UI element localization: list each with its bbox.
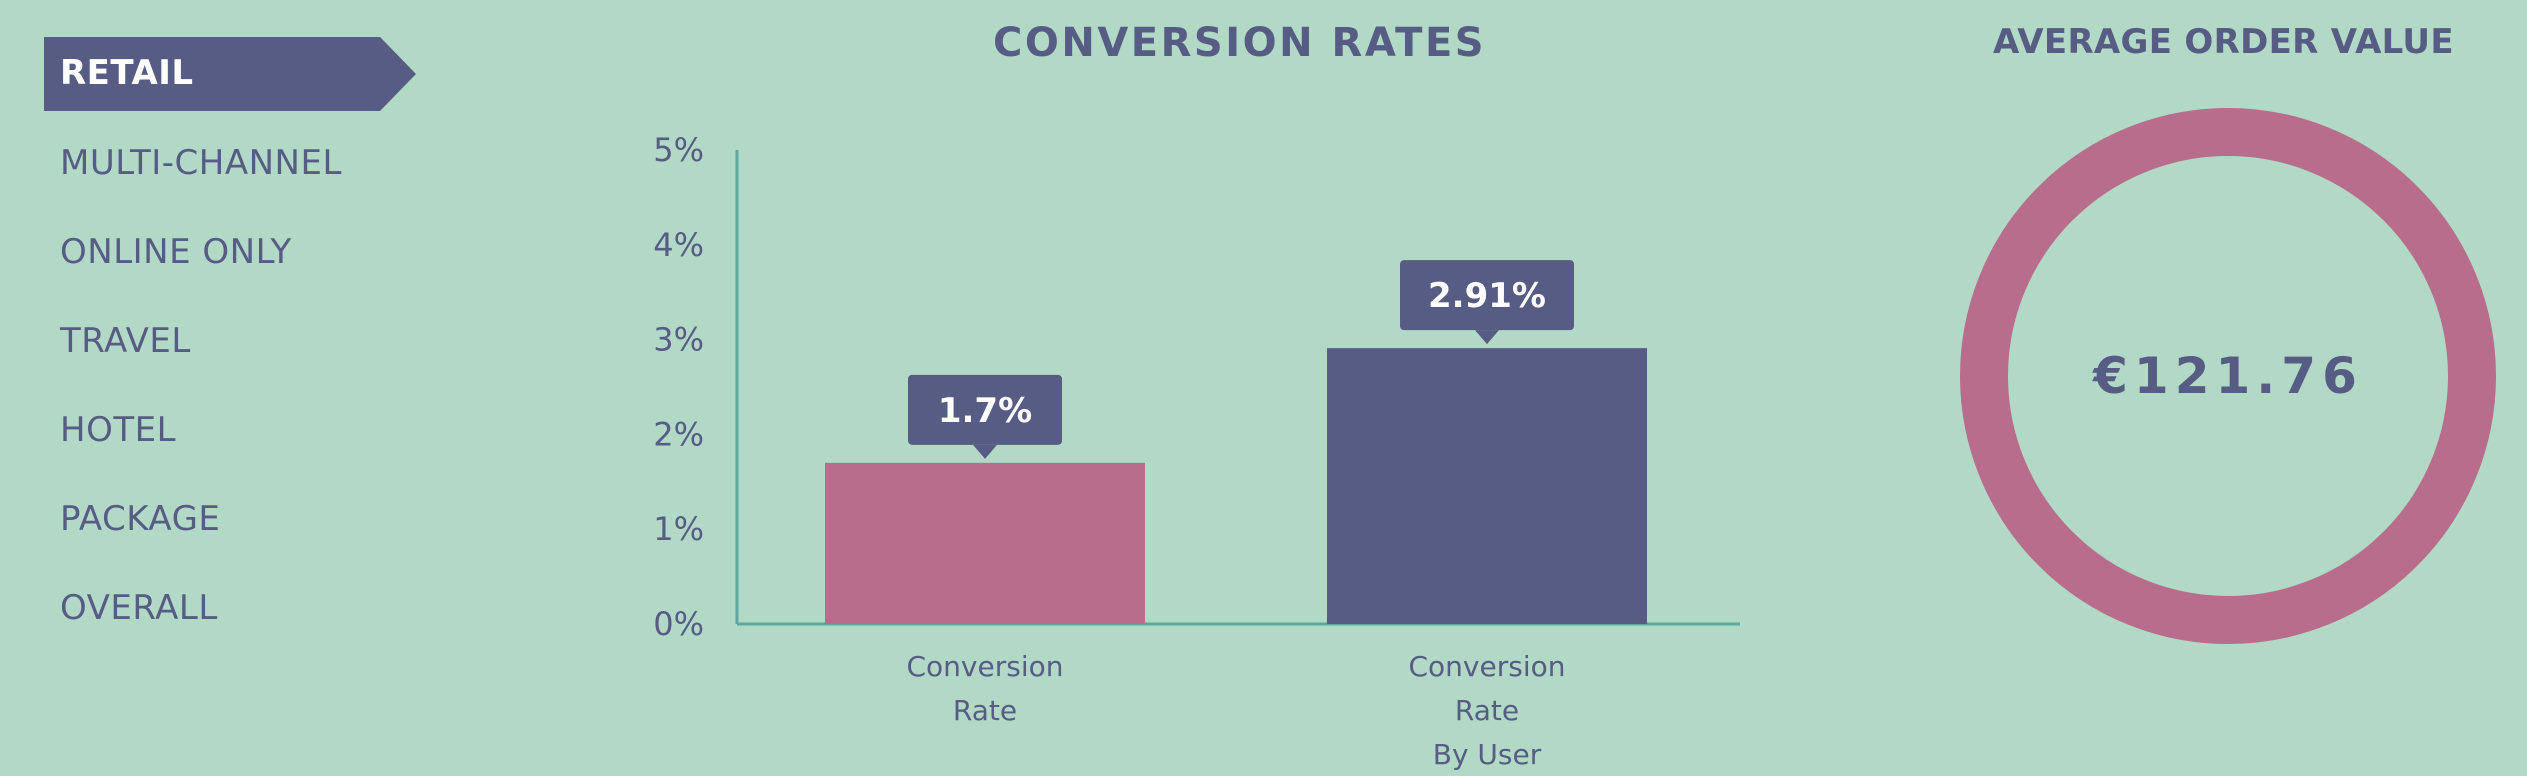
y-tick-label: 5% <box>653 131 704 169</box>
aov-value: €121.76 <box>2093 347 2363 405</box>
nav-item-online-only[interactable]: ONLINE ONLY <box>60 232 292 272</box>
x-category-label: Conversion <box>907 650 1064 683</box>
y-tick-label: 4% <box>653 226 704 264</box>
bar <box>1327 348 1647 624</box>
chart-title: CONVERSION RATES <box>993 20 1487 66</box>
bar <box>825 462 1145 624</box>
x-category-label: Rate <box>1455 694 1519 727</box>
data-label-pointer <box>973 444 997 459</box>
data-label: 1.7% <box>938 391 1032 431</box>
x-category-label: By User <box>1433 738 1542 771</box>
x-category-label: Rate <box>953 694 1017 727</box>
nav-item-travel[interactable]: TRAVEL <box>60 321 191 361</box>
active-tab-arrow-shape <box>44 37 416 111</box>
y-tick-label: 0% <box>653 605 704 643</box>
y-tick-label: 1% <box>653 510 704 548</box>
y-tick-label: 3% <box>653 321 704 359</box>
nav-item-overall[interactable]: OVERALL <box>60 588 218 628</box>
nav-item-package[interactable]: PACKAGE <box>60 499 221 539</box>
data-label-pointer <box>1475 330 1499 345</box>
aov-title: AVERAGE ORDER VALUE <box>1993 22 2454 62</box>
nav-item-multi-channel[interactable]: MULTI-CHANNEL <box>60 143 342 183</box>
x-category-label: Conversion <box>1409 650 1566 683</box>
data-label-box <box>1400 260 1574 331</box>
nav-item-retail-active[interactable]: RETAIL <box>44 37 416 111</box>
y-tick-label: 2% <box>653 415 704 453</box>
data-label: 2.91% <box>1428 276 1546 316</box>
nav-item-label: RETAIL <box>60 53 194 93</box>
data-label-box <box>908 374 1062 445</box>
sidebar-nav: RETAIL MULTI-CHANNEL ONLINE ONLY TRAVEL … <box>0 0 430 776</box>
nav-item-hotel[interactable]: HOTEL <box>60 410 177 450</box>
